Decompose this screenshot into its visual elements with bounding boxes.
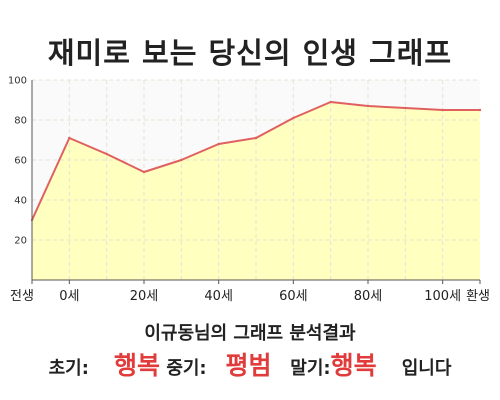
y-tick-label: 80 bbox=[14, 116, 27, 127]
x-tick-label: 80세 bbox=[354, 289, 383, 304]
data-point-4 bbox=[180, 158, 183, 162]
data-point-12 bbox=[478, 108, 482, 112]
data-point-8 bbox=[329, 100, 332, 104]
analysis-caption: 이규동님의 그래프 분석결과 bbox=[144, 323, 356, 344]
y-tick-label: 60 bbox=[14, 156, 27, 167]
late-label: 말기: bbox=[290, 358, 331, 379]
analysis-result: 초기: 행복 중기: 평범 말기:행복 입니다 bbox=[0, 346, 500, 382]
x-tick-label: 전생 bbox=[10, 289, 34, 304]
early-value: 행복 bbox=[114, 351, 161, 380]
mid-label: 중기: bbox=[166, 358, 207, 379]
x-tick-label: 60세 bbox=[279, 289, 308, 304]
data-point-5 bbox=[217, 142, 220, 146]
data-point-11 bbox=[441, 108, 444, 112]
data-point-1 bbox=[68, 136, 71, 140]
data-point-3 bbox=[142, 170, 146, 174]
y-tick-label: 40 bbox=[14, 196, 27, 207]
y-tick-label: 20 bbox=[14, 236, 27, 247]
x-tick-label: 40세 bbox=[204, 289, 233, 304]
data-point-7 bbox=[292, 116, 295, 120]
data-point-9 bbox=[366, 104, 370, 108]
late-value: 행복 bbox=[330, 351, 377, 380]
result-suffix: 입니다 bbox=[401, 358, 452, 379]
data-point-6 bbox=[254, 136, 258, 140]
mid-value: 평범 bbox=[225, 351, 272, 380]
early-label: 초기: bbox=[48, 358, 89, 379]
data-point-10 bbox=[404, 106, 407, 110]
x-tick-label: 100세 bbox=[424, 289, 461, 304]
data-point-2 bbox=[105, 152, 108, 156]
x-tick-label: 0세 bbox=[59, 289, 79, 304]
y-tick-label: 100 bbox=[8, 76, 27, 87]
x-tick-label: 환생 bbox=[466, 289, 490, 304]
chart-title: 재미로 보는 당신의 인생 그래프 bbox=[47, 36, 453, 70]
x-tick-label: 20세 bbox=[130, 289, 159, 304]
